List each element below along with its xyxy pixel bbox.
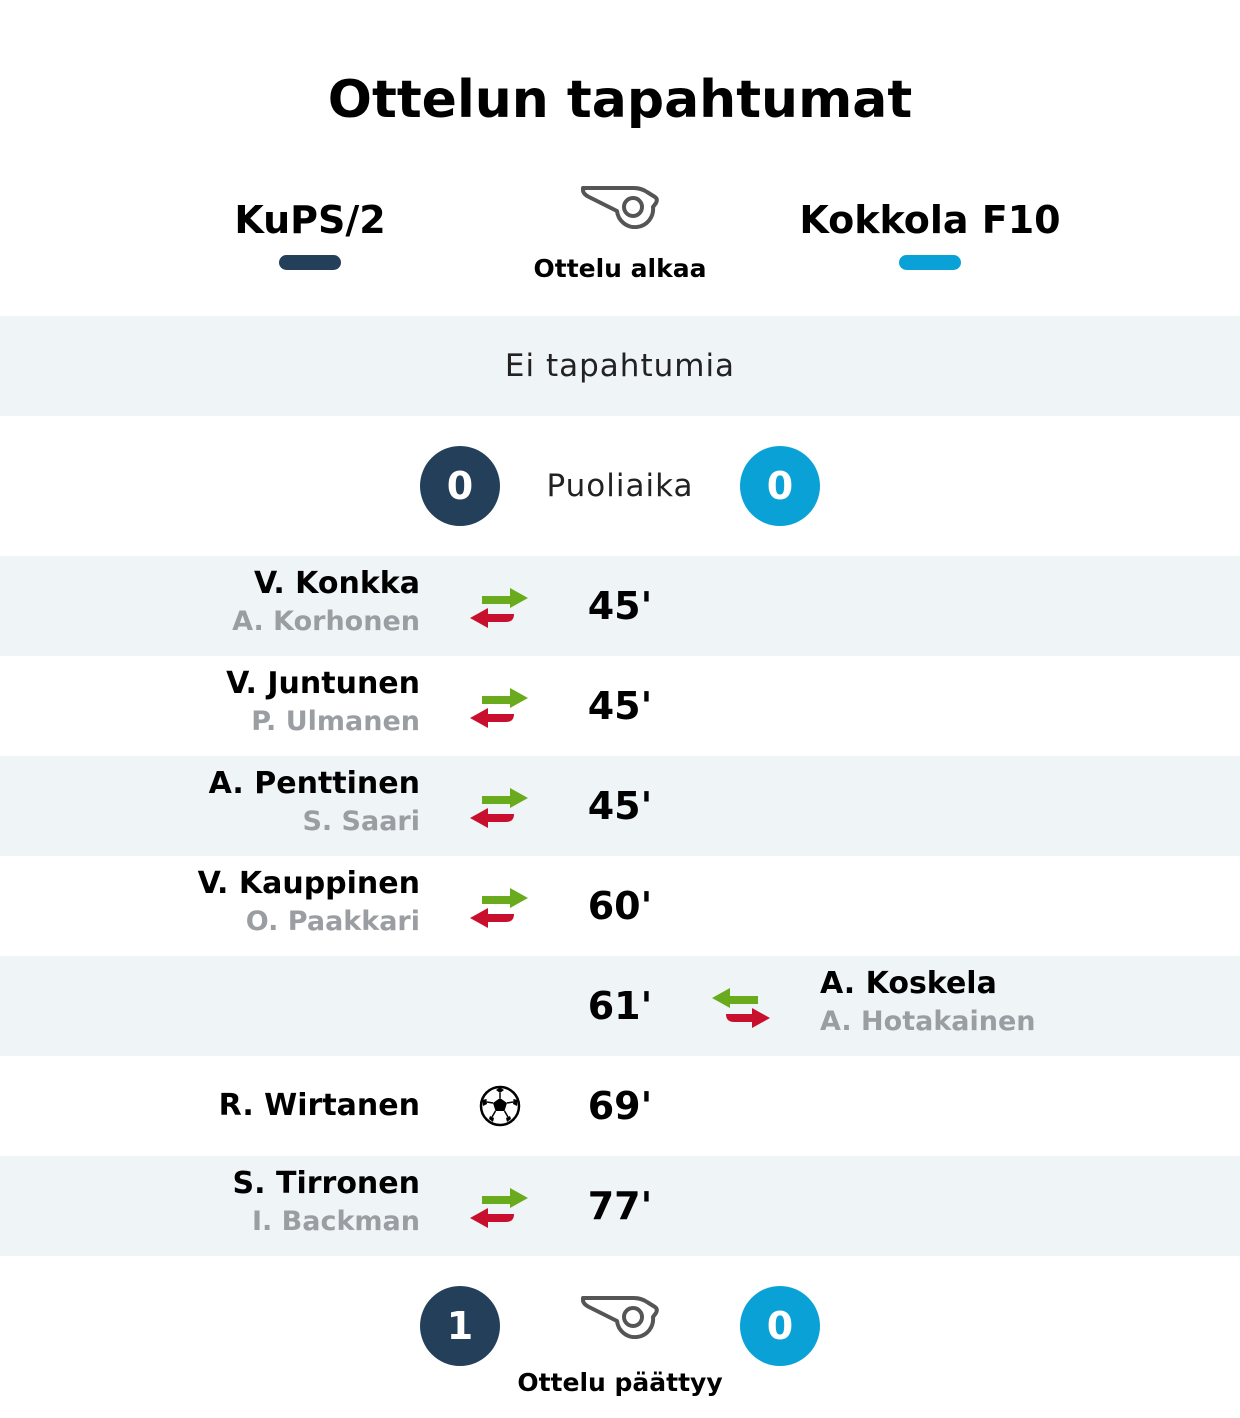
event-row: V. Konkka A. Korhonen 45': [0, 556, 1240, 656]
event-row: V. Kauppinen O. Paakkari 60': [0, 856, 1240, 956]
player-in-name: A. Koskela: [820, 966, 997, 1001]
event-minute: 45': [587, 784, 653, 828]
final-away-score: 0: [740, 1286, 820, 1366]
whistle-icon: [581, 186, 659, 229]
home-team-color-bar: [279, 255, 341, 270]
event-minute: 45': [587, 684, 653, 728]
player-out-name: I. Backman: [251, 1206, 420, 1237]
substitution-icon: [470, 688, 528, 728]
halftime-away-score: 0: [740, 446, 820, 526]
event-minute: 60': [587, 884, 653, 928]
halftime-label: Puoliaika: [546, 468, 694, 504]
whistle-icon: [581, 1296, 659, 1339]
player-in-name: A. Penttinen: [208, 766, 420, 801]
substitution-icon: [470, 888, 528, 928]
match-start-label: Ottelu alkaa: [533, 254, 707, 283]
event-row: V. Juntunen P. Ulmanen 45': [0, 656, 1240, 756]
player-out-name: A. Hotakainen: [820, 1006, 1036, 1037]
player-in-name: S. Tirronen: [232, 1166, 420, 1201]
no-events-notice: Ei tapahtumia: [0, 316, 1240, 416]
event-minute: 69': [587, 1084, 653, 1128]
event-row-band: [0, 1156, 1240, 1256]
substitution-icon: [712, 988, 770, 1028]
player-out-name: S. Saari: [302, 806, 420, 837]
home-team-name: KuPS/2: [234, 198, 386, 242]
page-title: Ottelun tapahtumat: [327, 70, 913, 130]
event-row-band: [0, 756, 1240, 856]
player-in-name: V. Kauppinen: [197, 866, 420, 901]
goal-scorer-name: R. Wirtanen: [218, 1088, 420, 1123]
final-home-score: 1: [420, 1286, 500, 1366]
halftime-home-score: 0: [420, 446, 500, 526]
player-in-name: V. Konkka: [253, 566, 420, 601]
event-row-band: [0, 956, 1240, 1056]
event-row: 61' A. Koskela A. Hotakainen: [0, 956, 1240, 1056]
player-out-name: P. Ulmanen: [251, 706, 420, 737]
substitution-icon: [470, 588, 528, 628]
substitution-icon: [470, 1188, 528, 1228]
away-team-name: Kokkola F10: [799, 198, 1061, 242]
match-end-label: Ottelu päättyy: [517, 1368, 723, 1397]
soccer-ball-icon: [479, 1085, 521, 1127]
away-team-color-bar: [899, 255, 961, 270]
player-out-name: O. Paakkari: [245, 906, 420, 937]
event-row: A. Penttinen S. Saari 45': [0, 756, 1240, 856]
event-row: S. Tirronen I. Backman 77': [0, 1156, 1240, 1256]
event-row-band: [0, 556, 1240, 656]
event-minute: 45': [587, 584, 653, 628]
player-in-name: V. Juntunen: [226, 666, 420, 701]
event-minute: 61': [587, 984, 653, 1028]
substitution-icon: [470, 788, 528, 828]
event-minute: 77': [587, 1184, 653, 1228]
event-row: R. Wirtanen 69': [0, 1056, 1240, 1156]
player-out-name: A. Korhonen: [232, 606, 420, 637]
